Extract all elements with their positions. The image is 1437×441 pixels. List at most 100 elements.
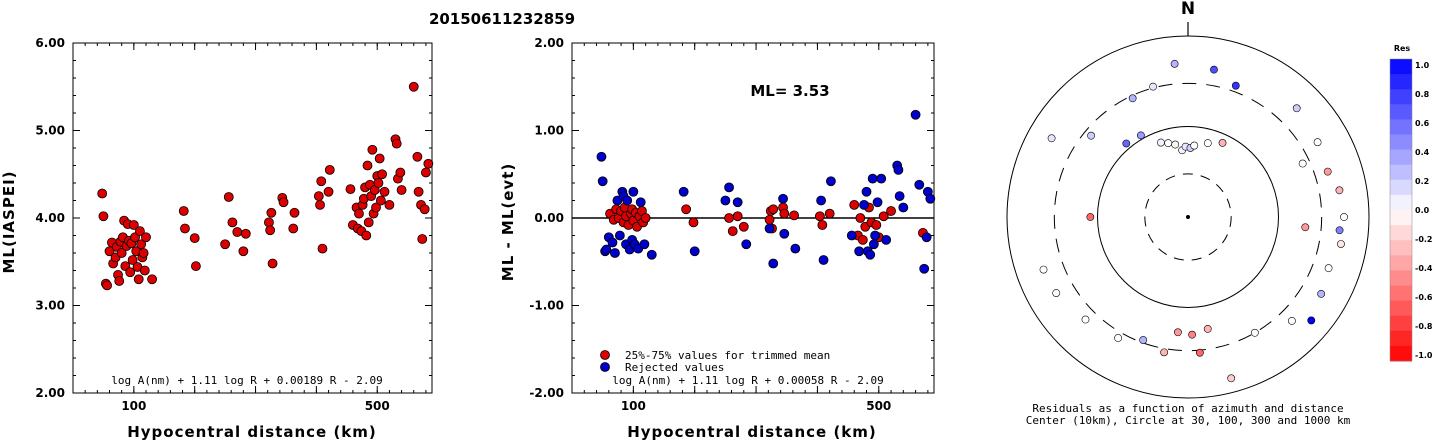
middle-data-point-red — [732, 211, 743, 222]
left-data-point-red — [240, 228, 251, 239]
middle-data-point-red — [849, 199, 860, 210]
middle-data-point-blue — [790, 243, 801, 254]
middle-data-point-blue — [859, 199, 869, 210]
station-residual-marker — [1128, 94, 1137, 103]
colorbar-tick-label: 0.0 — [1415, 206, 1430, 215]
distance-ring-300km — [1053, 82, 1323, 352]
left-x-tick-label: 100 — [121, 399, 146, 413]
left-data-point-red — [191, 261, 201, 272]
colorbar-segment — [1390, 210, 1412, 226]
colorbar-segment — [1390, 194, 1412, 211]
middle-y-tick-label: 0.00 — [534, 211, 564, 225]
left-data-point-red — [278, 197, 289, 208]
middle-data-point-blue — [898, 202, 909, 213]
middle-y-axis-label: ML - ML(evt) — [499, 163, 517, 281]
colorbar-segment — [1390, 74, 1412, 90]
left-data-point-red — [232, 227, 243, 237]
left-data-point-red — [135, 226, 145, 237]
middle-data-point-blue — [732, 197, 743, 208]
colorbar-segment — [1390, 134, 1412, 151]
colorbar-segment — [1390, 315, 1412, 332]
colorbar-segment — [1390, 255, 1412, 271]
left-data-point-red — [375, 195, 386, 206]
left-data-point-red — [374, 153, 385, 164]
middle-data-point-blue — [816, 195, 827, 206]
middle-data-point-blue — [872, 197, 883, 208]
left-data-point-red — [363, 217, 374, 228]
left-data-point-red — [362, 160, 373, 171]
station-residual-marker — [1218, 139, 1227, 147]
middle-data-point-red — [814, 211, 825, 222]
left-data-point-red — [223, 192, 234, 202]
colorbar-segment — [1390, 179, 1412, 196]
middle-data-point-blue — [881, 234, 892, 245]
station-residual-marker — [1340, 213, 1348, 221]
colorbar-segment — [1390, 330, 1412, 347]
middle-data-point-blue — [741, 239, 752, 250]
left-y-tick-label: 5.00 — [35, 124, 65, 138]
colorbar-tick-label: 1.0 — [1415, 61, 1430, 70]
middle-data-point-blue — [893, 164, 904, 175]
station-residual-marker — [1174, 328, 1182, 337]
middle-y-tick-label: 2.00 — [534, 36, 564, 50]
station-residual-marker — [1298, 159, 1307, 168]
left-data-point-red — [289, 207, 300, 218]
left-x-tick-label: 500 — [365, 399, 390, 413]
middle-x-axis-label: Hypocentral distance (km) — [627, 423, 877, 441]
left-data-point-red — [288, 223, 299, 234]
left-data-point-red — [371, 202, 381, 213]
left-data-point-red — [265, 225, 276, 236]
left-data-point-red — [396, 185, 407, 195]
left-data-point-red — [267, 258, 278, 269]
station-residual-marker — [1114, 334, 1123, 342]
left-y-tick-label: 4.00 — [35, 211, 65, 225]
colorbar-segment — [1390, 345, 1412, 362]
middle-data-point-blue — [826, 176, 836, 187]
left-data-point-red — [408, 81, 419, 92]
middle-data-point-blue — [876, 173, 887, 184]
station-residual-marker — [1171, 140, 1180, 149]
middle-data-point-blue — [914, 179, 925, 190]
colorbar-tick-label: -0.8 — [1415, 322, 1433, 331]
colorbar-frame — [1389, 58, 1413, 362]
station-residual-marker — [1136, 131, 1145, 140]
left-data-point-red — [377, 169, 388, 180]
left-data-point-red — [421, 167, 431, 178]
station-residual-marker — [1324, 264, 1333, 273]
station-residual-marker — [1052, 289, 1061, 297]
left-x-axis-label: Hypocentral distance (km) — [127, 423, 377, 441]
middle-data-point-blue — [925, 193, 936, 204]
colorbar-segment — [1390, 164, 1412, 181]
middle-data-point-red — [724, 213, 734, 223]
station-residual-marker — [1203, 139, 1212, 148]
middle-data-point-red — [681, 204, 692, 215]
middle-data-point-blue — [720, 195, 731, 206]
middle-data-point-blue — [614, 230, 625, 241]
left-data-point-red — [127, 255, 138, 265]
left-data-point-red — [178, 206, 189, 216]
middle-data-point-blue — [846, 230, 857, 241]
left-data-point-red — [384, 199, 395, 210]
colorbar-segment — [1390, 59, 1412, 75]
station-residual-marker — [1317, 289, 1326, 298]
residual-azimuth-panel: N Residuals as a function of azimuth and… — [1006, 0, 1433, 427]
station-residual-marker — [1287, 316, 1296, 325]
station-residual-marker — [1301, 223, 1310, 232]
colorbar-segment — [1390, 270, 1412, 286]
distance-ring-100km — [1097, 126, 1279, 308]
colorbar-segment — [1390, 225, 1412, 241]
middle-data-point-blue — [597, 176, 608, 187]
left-data-point-red — [379, 186, 390, 197]
left-y-tick-label: 3.00 — [35, 299, 65, 313]
middle-data-point-blue — [678, 186, 689, 197]
left-data-point-red — [133, 274, 144, 285]
middle-data-point-red — [824, 208, 835, 219]
station-residual-marker — [1188, 330, 1197, 339]
middle-y-tick-label: -1.00 — [529, 299, 564, 313]
colorbar-segment — [1390, 119, 1412, 135]
figure-title: 20150611232859 — [429, 10, 575, 28]
left-data-point-red — [361, 230, 372, 241]
middle-data-point-blue — [861, 186, 872, 197]
colorbar-tick-label: -0.2 — [1415, 235, 1433, 244]
left-data-point-red — [98, 211, 109, 222]
